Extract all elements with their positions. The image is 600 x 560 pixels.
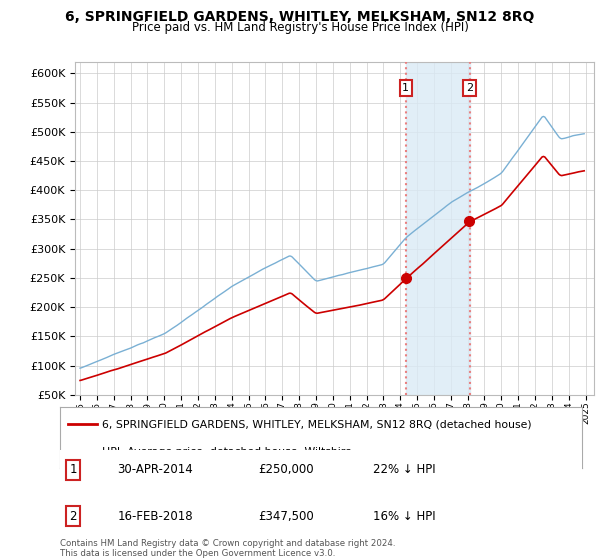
Text: 30-APR-2014: 30-APR-2014 (118, 463, 193, 477)
Text: 1: 1 (70, 463, 77, 477)
Text: 1: 1 (402, 83, 409, 93)
Text: £250,000: £250,000 (259, 463, 314, 477)
Text: 6, SPRINGFIELD GARDENS, WHITLEY, MELKSHAM, SN12 8RQ (detached house): 6, SPRINGFIELD GARDENS, WHITLEY, MELKSHA… (102, 419, 532, 429)
Text: £347,500: £347,500 (259, 510, 314, 523)
Text: 2: 2 (466, 83, 473, 93)
Text: HPI: Average price, detached house, Wiltshire: HPI: Average price, detached house, Wilt… (102, 447, 352, 458)
Text: Contains HM Land Registry data © Crown copyright and database right 2024.
This d: Contains HM Land Registry data © Crown c… (60, 539, 395, 558)
Bar (406, 62, 470, 395)
Text: 6, SPRINGFIELD GARDENS, WHITLEY, MELKSHAM, SN12 8RQ: 6, SPRINGFIELD GARDENS, WHITLEY, MELKSHA… (65, 10, 535, 24)
Text: 2: 2 (70, 510, 77, 523)
Text: 16% ↓ HPI: 16% ↓ HPI (373, 510, 436, 523)
Text: 22% ↓ HPI: 22% ↓ HPI (373, 463, 436, 477)
Text: 16-FEB-2018: 16-FEB-2018 (118, 510, 193, 523)
Text: Price paid vs. HM Land Registry's House Price Index (HPI): Price paid vs. HM Land Registry's House … (131, 21, 469, 34)
